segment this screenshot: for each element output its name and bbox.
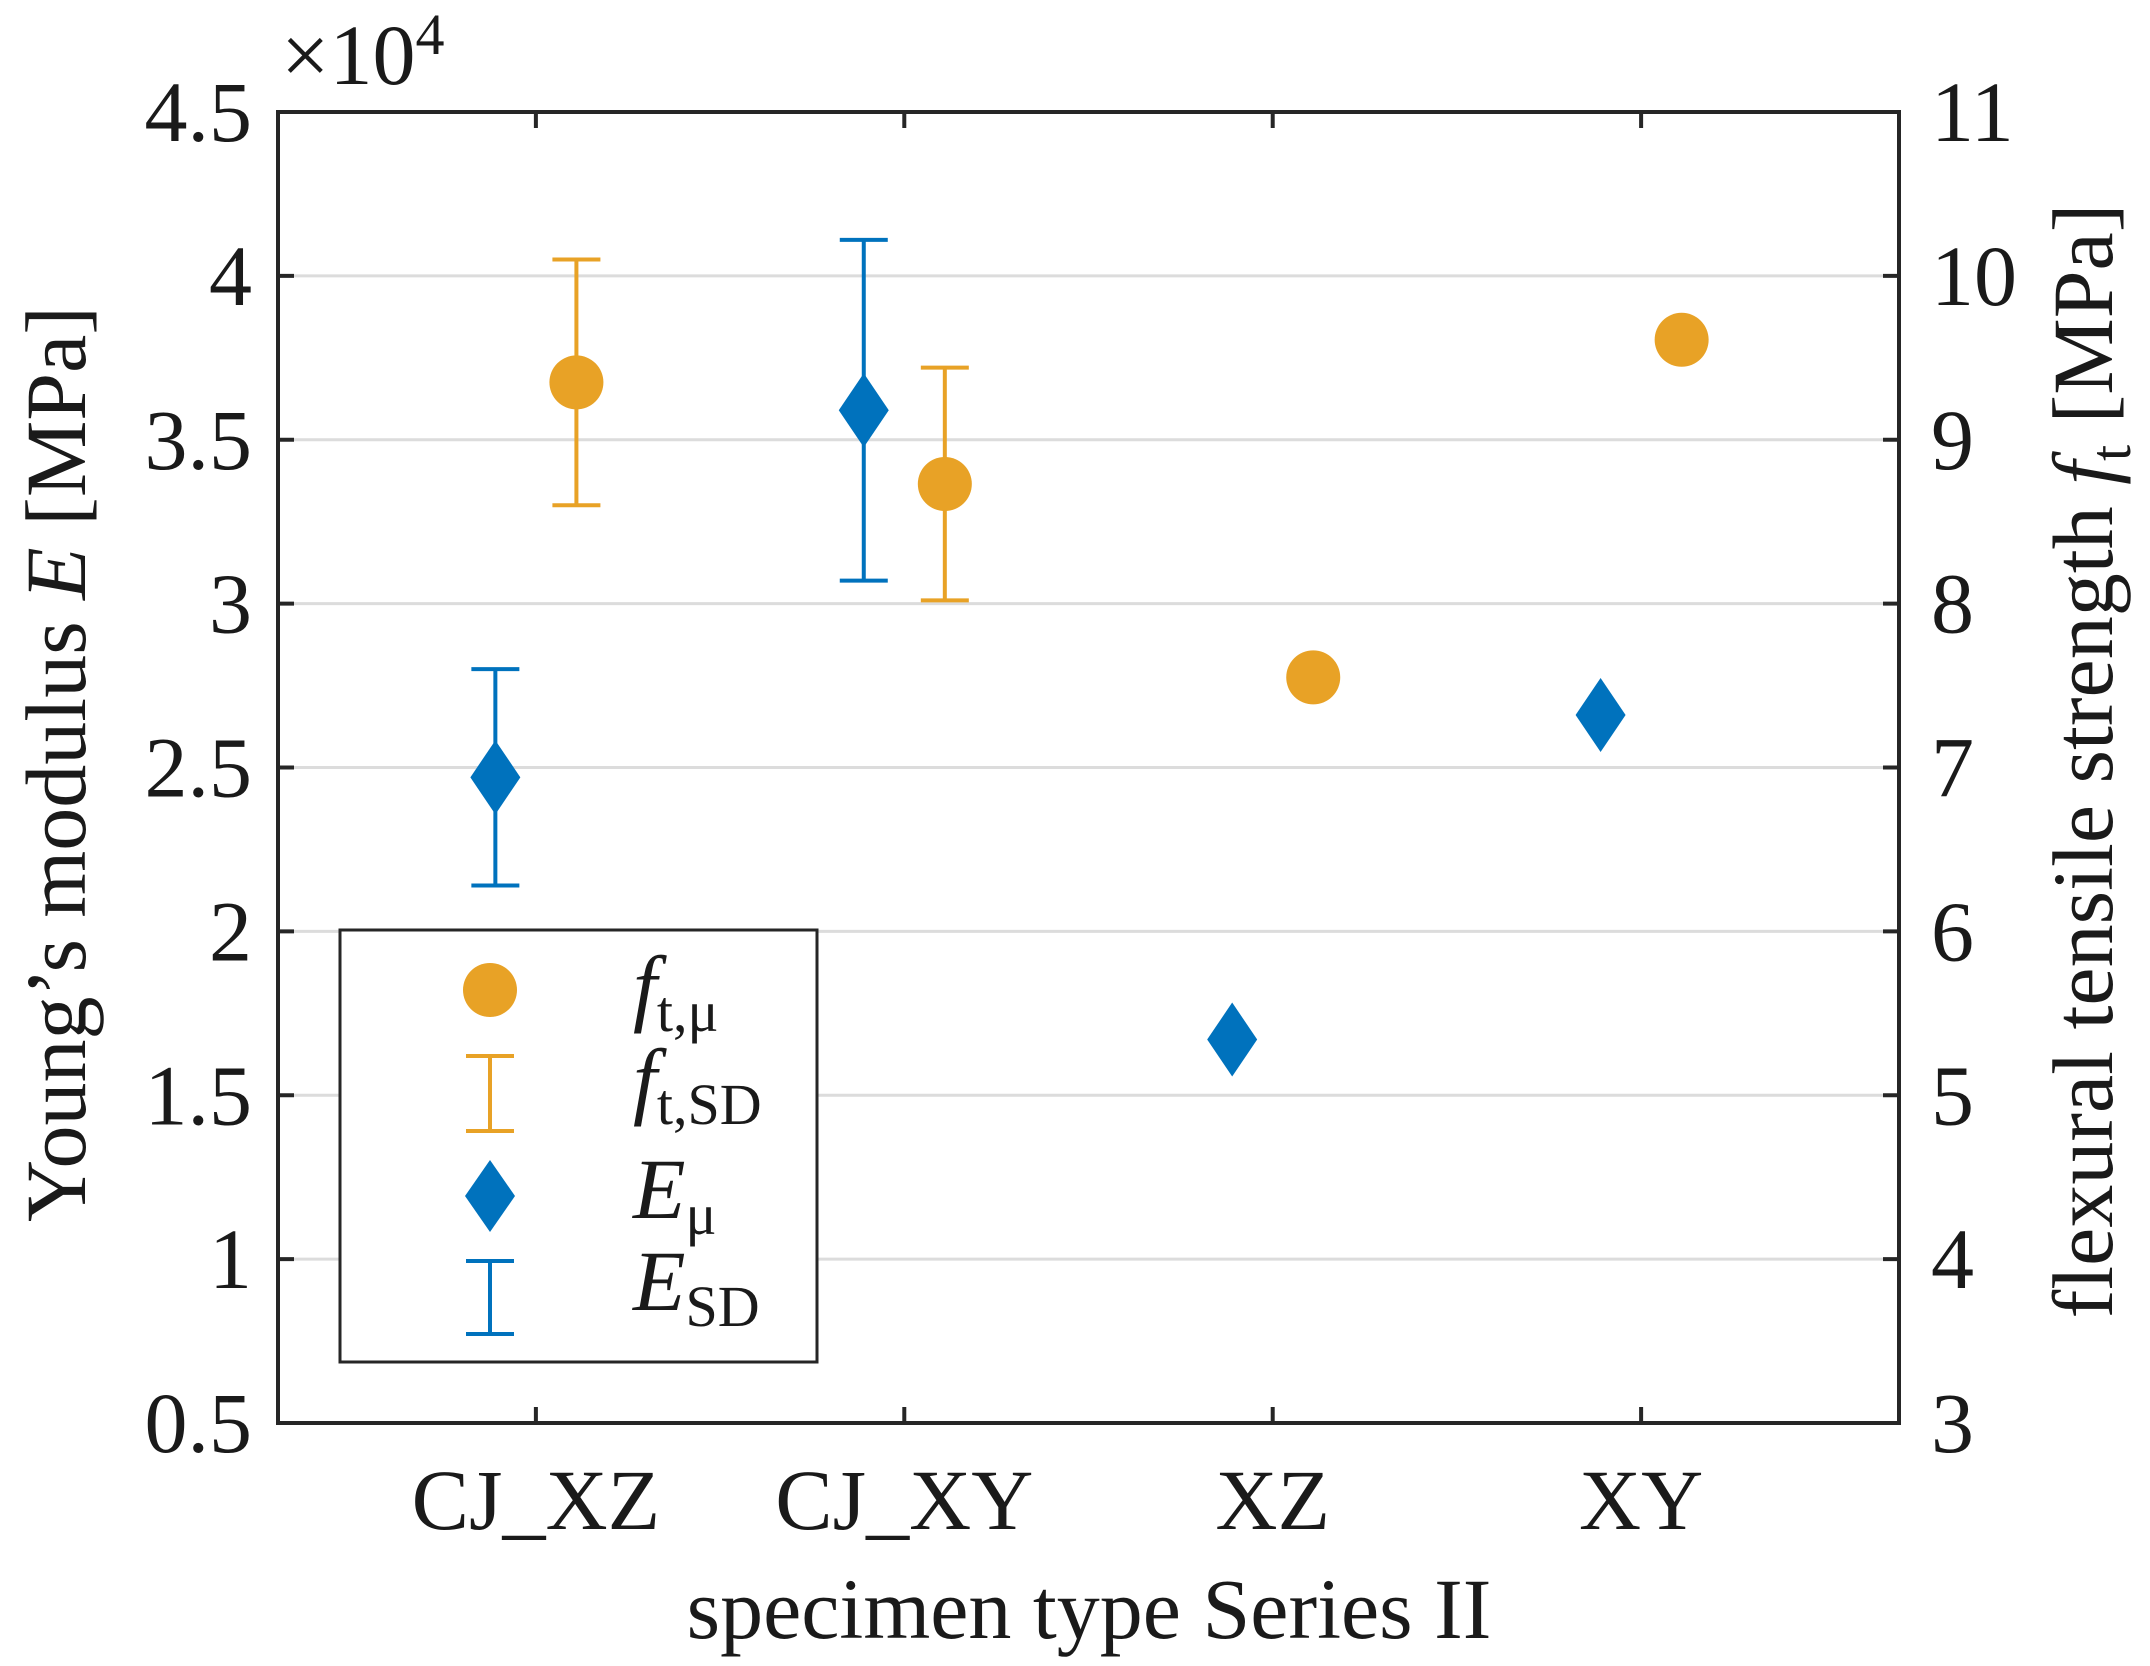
- right-tick-label: 11: [1931, 64, 2014, 160]
- left-axis-label-variable: E: [8, 547, 104, 602]
- left-tick-label: 1: [209, 1211, 252, 1307]
- x-tick-label: XY: [1579, 1452, 1703, 1548]
- left-axis-multiplier-base: ×10: [281, 7, 416, 103]
- left-axis-multiplier: ×104: [281, 2, 445, 103]
- legend-e-mean-subscript: μ: [686, 1182, 717, 1247]
- e-mean-point: [470, 740, 521, 815]
- left-tick-label: 0.5: [145, 1375, 253, 1471]
- legend-e-sd-symbol: E: [631, 1233, 686, 1329]
- legend-ft-sd-errorbar: [466, 1054, 514, 1133]
- x-axis-label: specimen type Series II: [687, 1561, 1492, 1657]
- legend-e-mean-label: Eμ: [631, 1141, 717, 1247]
- right-axis-label-text: flexural tensile strength: [2035, 485, 2131, 1318]
- ft-mean-point: [1654, 312, 1709, 367]
- data-marks-layer: [470, 237, 1709, 1077]
- left-tick-label: 1.5: [145, 1047, 253, 1143]
- legend-ft-mean-subscript: t,μ: [657, 979, 719, 1044]
- right-tick-label: 6: [1931, 883, 1974, 979]
- x-tick-label: CJ_XY: [775, 1452, 1033, 1548]
- right-tick-label: 7: [1931, 720, 1974, 816]
- x-tick-label: XZ: [1215, 1452, 1330, 1548]
- right-tick-label: 5: [1931, 1047, 1974, 1143]
- x-tick-label: CJ_XZ: [412, 1452, 660, 1548]
- legend-box: [338, 928, 819, 1364]
- legend-ft-sd-subscript: t,SD: [657, 1072, 762, 1137]
- e-mean-point: [838, 373, 889, 448]
- legend-ft-mean-marker: [463, 963, 517, 1017]
- axes-ticks-layer: 0.5 1 1.5 2 2.5 3 3.5 4 4.5 3 4 5 6 7 8 9 10 11 CJ_XZ CJ_XY…: [145, 64, 2018, 1548]
- legend-e-sd-subscript: SD: [686, 1274, 760, 1339]
- left-axis-label: Young’s modulus E [MPa]: [8, 306, 104, 1222]
- left-axis-multiplier-exponent: 4: [416, 2, 445, 67]
- right-tick-label: 10: [1931, 228, 2017, 324]
- e-mean-point: [1207, 1002, 1258, 1077]
- left-tick-label: 4: [209, 228, 252, 324]
- left-axis-label-unit: [MPa]: [8, 306, 104, 547]
- legend-e-mean-symbol: E: [631, 1141, 686, 1237]
- ft-mean-point: [549, 355, 604, 410]
- right-tick-label: 9: [1931, 392, 1974, 488]
- left-tick-label: 3: [209, 556, 252, 652]
- left-tick-label: 3.5: [145, 392, 253, 488]
- right-tick-label: 4: [1931, 1211, 1974, 1307]
- left-tick-label: 2: [209, 883, 252, 979]
- e-mean-point: [1575, 678, 1626, 753]
- legend: ft,μ ft,SD Eμ ESD: [338, 928, 819, 1364]
- legend-e-sd-label: ESD: [631, 1233, 760, 1339]
- ft-mean-point: [1286, 650, 1341, 705]
- right-axis-label-unit: [MPa]: [2035, 204, 2131, 445]
- legend-e-mean-marker: [465, 1160, 515, 1232]
- right-tick-label: 8: [1931, 556, 1974, 652]
- right-tick-label: 3: [1931, 1375, 1974, 1471]
- legend-ft-sd-label: ft,SD: [633, 1031, 762, 1137]
- right-axis-label-subscript: t: [2078, 445, 2143, 461]
- left-tick-label: 2.5: [145, 720, 253, 816]
- left-axis-label-text: Young’s modulus: [8, 600, 104, 1222]
- legend-e-sd-errorbar: [466, 1259, 514, 1336]
- right-axis-label: flexural tensile strength ft [MPa]: [2035, 204, 2143, 1319]
- ft-mean-point: [917, 456, 972, 511]
- left-tick-label: 4.5: [145, 64, 253, 160]
